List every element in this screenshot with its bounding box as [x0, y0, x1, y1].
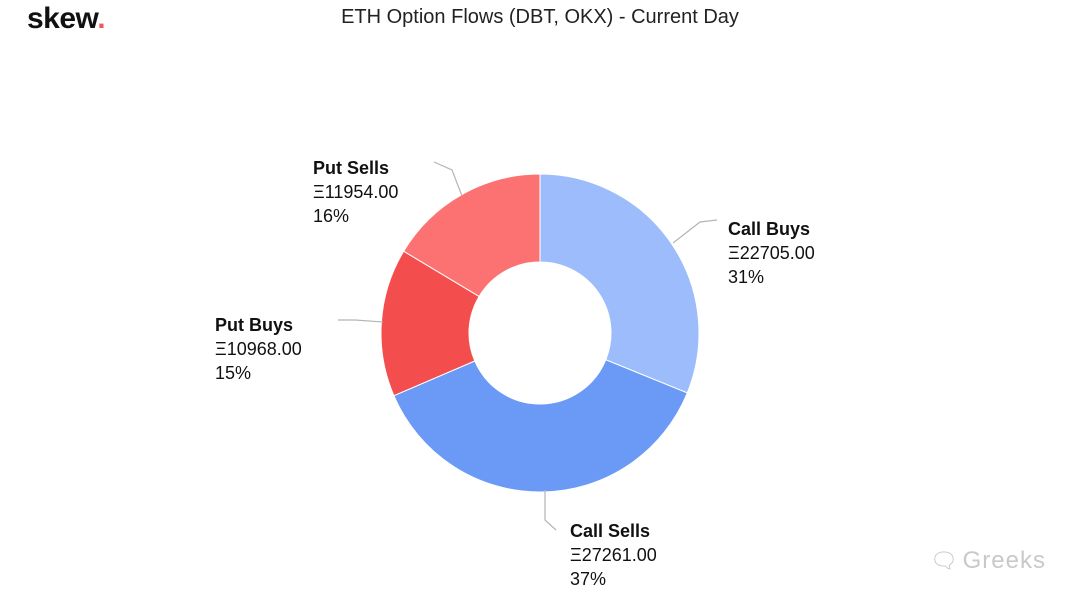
leader-line-call-buys — [672, 219, 718, 244]
slice-put-buys — [380, 250, 480, 397]
data-label-label-call-sells: Call Sells — [570, 521, 650, 541]
data-label-label-call-buys: Call Buys — [728, 219, 810, 239]
data-label-percent-put-sells: 16% — [313, 206, 349, 226]
data-label-value-put-sells: Ξ11954.00 — [313, 182, 398, 202]
greeks-watermark: 🗨 Greeks — [930, 547, 1046, 575]
logo-text: skew — [27, 2, 98, 35]
data-label-percent-call-sells: 37% — [570, 569, 606, 589]
leader-line-put-sells — [433, 161, 463, 197]
data-label-value-call-sells: Ξ27261.00 — [570, 545, 657, 565]
data-label-value-put-buys: Ξ10968.00 — [215, 339, 302, 359]
data-label-label-put-buys: Put Buys — [215, 315, 293, 335]
skew-logo: skew. — [27, 2, 106, 36]
chat-bubble-icon: 🗨 — [929, 548, 959, 573]
slice-put-sells — [402, 173, 541, 298]
leader-line-put-buys — [338, 319, 384, 323]
data-label-percent-call-buys: 31% — [728, 267, 764, 287]
watermark-text: Greeks — [962, 547, 1046, 574]
leader-line-call-sells — [544, 490, 557, 531]
data-label-label-put-sells: Put Sells — [313, 158, 389, 178]
data-label-value-call-buys: Ξ22705.00 — [728, 243, 815, 263]
data-label-percent-put-buys: 15% — [215, 363, 251, 383]
chart-title: ETH Option Flows (DBT, OKX) - Current Da… — [341, 6, 739, 28]
slice-call-buys — [539, 173, 700, 394]
slice-call-sells — [393, 359, 688, 493]
logo-dot: . — [97, 2, 106, 35]
